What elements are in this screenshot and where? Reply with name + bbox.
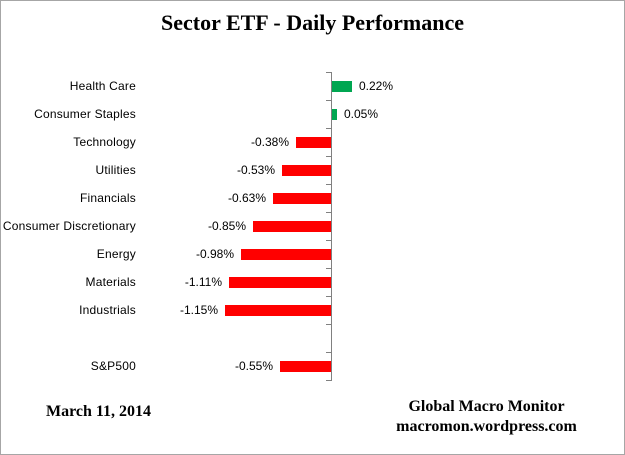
axis-tick [326,212,331,213]
value-label: -0.38% [250,135,289,149]
axis-tick [326,268,331,269]
axis-tick [326,156,331,157]
negative-bar [253,221,331,232]
positive-bar [332,109,337,120]
value-label: -0.63% [227,191,266,205]
category-label: Consumer Staples [34,107,136,121]
negative-bar [241,249,331,260]
category-label: Industrials [79,303,136,317]
category-label: Technology [73,135,136,149]
value-label: 0.22% [359,79,394,93]
source-url: macromon.wordpress.com [396,418,577,435]
negative-bar [280,361,331,372]
source-attribution: Global Macro Monitor macromon.wordpress.… [354,397,619,437]
value-label: -0.55% [234,359,273,373]
category-label: Financials [79,191,136,205]
axis-tick [326,72,331,73]
axis-tick [326,184,331,185]
value-axis [331,72,332,381]
negative-bar [229,277,331,288]
negative-bar [282,165,331,176]
axis-tick [326,380,331,381]
value-label: 0.05% [344,107,379,121]
negative-bar [225,305,331,316]
negative-bar [273,193,331,204]
value-label: -1.11% [184,275,222,289]
source-name: Global Macro Monitor [408,398,565,415]
axis-tick [326,296,331,297]
chart-date: March 11, 2014 [46,403,152,420]
category-label: Utilities [95,163,136,177]
category-label: Materials [85,275,136,289]
axis-tick [326,240,331,241]
value-label: -0.85% [207,219,246,233]
category-label: S&P500 [90,359,136,373]
negative-bar [296,137,331,148]
axis-tick [326,128,331,129]
axis-tick [326,352,331,353]
value-label: -1.15% [179,303,218,317]
category-label: Health Care [69,79,136,93]
positive-bar [332,81,352,92]
category-label: Consumer Discretionary [2,219,136,233]
category-label: Energy [96,247,136,261]
axis-tick [326,324,331,325]
value-label: -0.98% [195,247,234,261]
value-label: -0.53% [236,163,275,177]
chart-title: Sector ETF - Daily Performance [160,10,464,35]
axis-tick [326,100,331,101]
